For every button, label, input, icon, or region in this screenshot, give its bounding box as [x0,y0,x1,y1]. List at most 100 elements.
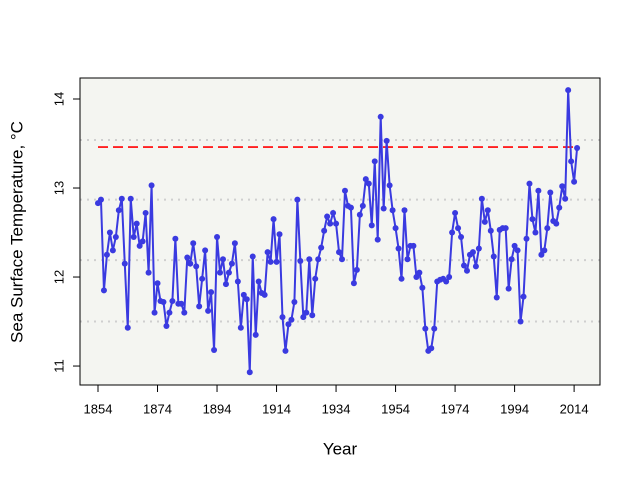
data-point [163,322,170,329]
data-point [517,318,524,325]
data-point [178,300,185,307]
data-point [520,293,527,300]
data-point [571,178,578,185]
data-point [190,240,197,247]
data-point [285,321,292,328]
data-point [181,309,188,316]
data-point [356,211,363,218]
data-point [208,289,215,296]
data-point [392,225,399,232]
data-point [490,253,497,260]
data-point [532,229,539,236]
data-point [112,233,119,240]
data-point [413,274,420,281]
data-point [449,229,456,236]
data-point [487,227,494,234]
data-point [237,324,244,331]
data-point [416,269,423,276]
x-tick-label: 1954 [381,401,410,416]
data-point [431,325,438,332]
data-point [136,242,143,249]
data-point [133,220,140,227]
data-point [362,176,369,183]
data-point [160,298,167,305]
data-point [169,298,176,305]
y-axis-label: Sea Surface Temperature, °C [7,121,26,343]
y-tick-label: 12 [51,270,66,284]
data-point [484,207,491,214]
data-point [243,296,250,303]
data-point [130,233,137,240]
x-tick-label: 1874 [143,401,172,416]
data-point [324,213,331,220]
data-point [371,158,378,165]
data-point [252,331,259,338]
data-point [350,280,357,287]
data-point [231,240,238,247]
data-point [288,316,295,323]
data-point [556,204,563,211]
data-point [264,249,271,256]
data-point [336,249,343,256]
data-point [538,251,545,258]
data-point [410,242,417,249]
x-tick-label: 1994 [500,401,529,416]
data-point [559,183,566,190]
data-point [377,113,384,120]
data-point [127,195,134,202]
data-point [219,256,226,263]
data-point [458,233,465,240]
x-tick-label: 1934 [322,401,351,416]
data-point [279,314,286,321]
data-point [255,278,262,285]
x-tick-label: 1894 [203,401,232,416]
data-point [297,258,304,265]
data-point [300,314,307,321]
data-point [478,195,485,202]
data-point [109,247,116,254]
data-point [422,325,429,332]
data-point [327,220,334,227]
y-tick-label: 14 [51,92,66,106]
data-point [562,195,569,202]
data-point [249,253,256,260]
data-point [395,245,402,252]
data-point [291,298,298,305]
data-point [100,287,107,294]
data-point [389,207,396,214]
data-point [568,158,575,165]
x-tick-label: 1974 [441,401,470,416]
data-point [472,263,479,270]
data-point [124,324,131,331]
y-tick-label: 13 [51,181,66,195]
data-point [452,209,459,216]
data-point [502,225,509,232]
data-point [315,256,322,263]
series-line [97,90,579,373]
data-point [225,269,232,276]
data-point [398,275,405,282]
data-point [505,285,512,292]
data-point [321,227,328,234]
data-point [214,233,221,240]
data-point [217,269,224,276]
data-point [294,196,301,203]
plot-background [80,78,600,385]
data-point [553,220,560,227]
data-point [386,182,393,189]
data-point [309,312,316,319]
data-point [463,267,470,274]
data-point [199,275,206,282]
data-point [443,278,450,285]
data-point [312,275,319,282]
data-point [145,269,152,276]
x-tick-label: 1914 [262,401,291,416]
data-point [419,284,426,291]
data-point [541,247,548,254]
data-point [529,216,536,223]
data-point [261,291,268,298]
data-point [97,196,104,203]
data-point [428,345,435,352]
